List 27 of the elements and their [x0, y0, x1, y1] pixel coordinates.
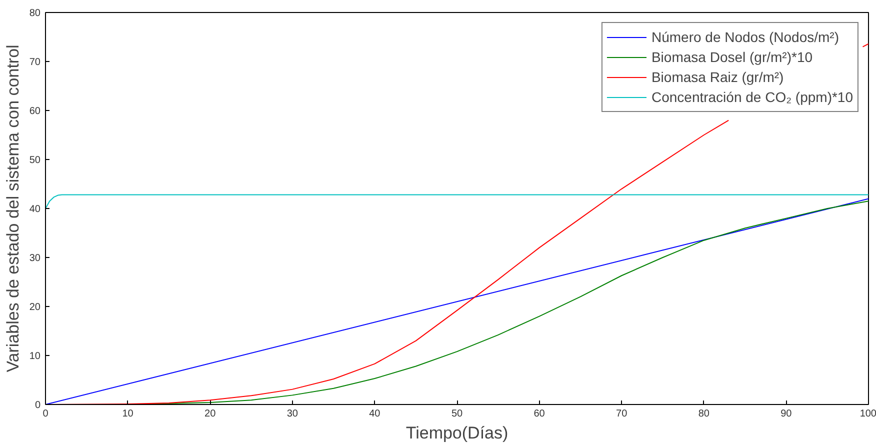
legend-label: Biomasa Dosel (gr/m²)*10	[651, 49, 813, 65]
x-tick-label: 50	[451, 408, 463, 420]
y-tick-label: 50	[29, 155, 41, 166]
x-tick-label: 10	[122, 408, 134, 420]
x-tick-label: 70	[616, 408, 628, 420]
x-tick-label: 60	[534, 408, 546, 420]
x-tick-label: 40	[369, 408, 381, 420]
x-axis-title: Tiempo(Días)	[406, 424, 508, 442]
x-tick-label: 90	[780, 408, 792, 420]
y-tick-label: 0	[34, 400, 41, 411]
y-tick-label: 30	[29, 253, 41, 264]
y-axis-title: Variables de estado del sistema con control	[3, 44, 22, 372]
y-tick-label: 40	[29, 204, 41, 215]
x-tick-label: 100	[860, 408, 876, 420]
legend-label: Biomasa Raiz (gr/m²)	[651, 69, 784, 85]
y-tick-label: 70	[29, 57, 41, 68]
x-tick-label: 80	[698, 408, 710, 420]
legend-label: Concentración de CO₂ (ppm)*10	[651, 89, 853, 105]
line-series	[46, 194, 868, 209]
y-tick-label: 20	[29, 302, 41, 313]
y-tick-label: 60	[29, 106, 41, 117]
x-tick-label: 0	[42, 408, 49, 420]
y-tick-label: 80	[29, 8, 41, 19]
x-tick-label: 20	[204, 408, 216, 420]
y-tick-label: 10	[29, 351, 41, 362]
x-tick-label: 30	[286, 408, 298, 420]
legend-label: Número de Nodos (Nodos/m²)	[651, 29, 839, 45]
